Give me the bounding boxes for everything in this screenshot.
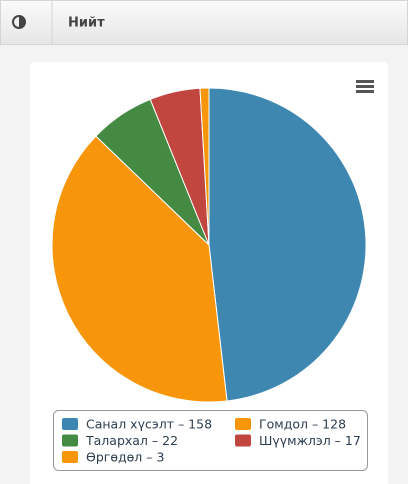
menu-bar — [356, 90, 374, 93]
legend-box — [53, 410, 368, 471]
legend-swatch — [235, 418, 251, 430]
panel-title: Нийт — [68, 16, 105, 31]
legend-swatch — [62, 418, 78, 430]
legend-swatch — [62, 451, 78, 463]
legend-swatch — [235, 434, 251, 447]
pie-slice — [199, 87, 210, 246]
panel-icon-half — [19, 16, 25, 28]
pie-slice — [51, 135, 228, 403]
panel-header — [0, 0, 408, 45]
legend-label: Талархал – 22 — [85, 433, 178, 448]
pie-slice — [208, 87, 367, 402]
menu-bar — [356, 80, 374, 83]
menu-button[interactable] — [356, 80, 374, 93]
legend-label: Өргөдөл – 3 — [86, 450, 164, 465]
menu-bar — [356, 85, 374, 88]
legend-label: Санал хүсэлт – 158 — [86, 417, 212, 432]
legend-label: Гомдол – 128 — [259, 417, 346, 432]
legend-swatch — [62, 434, 78, 447]
legend-label: Шүүмжлэл – 17 — [259, 433, 361, 448]
